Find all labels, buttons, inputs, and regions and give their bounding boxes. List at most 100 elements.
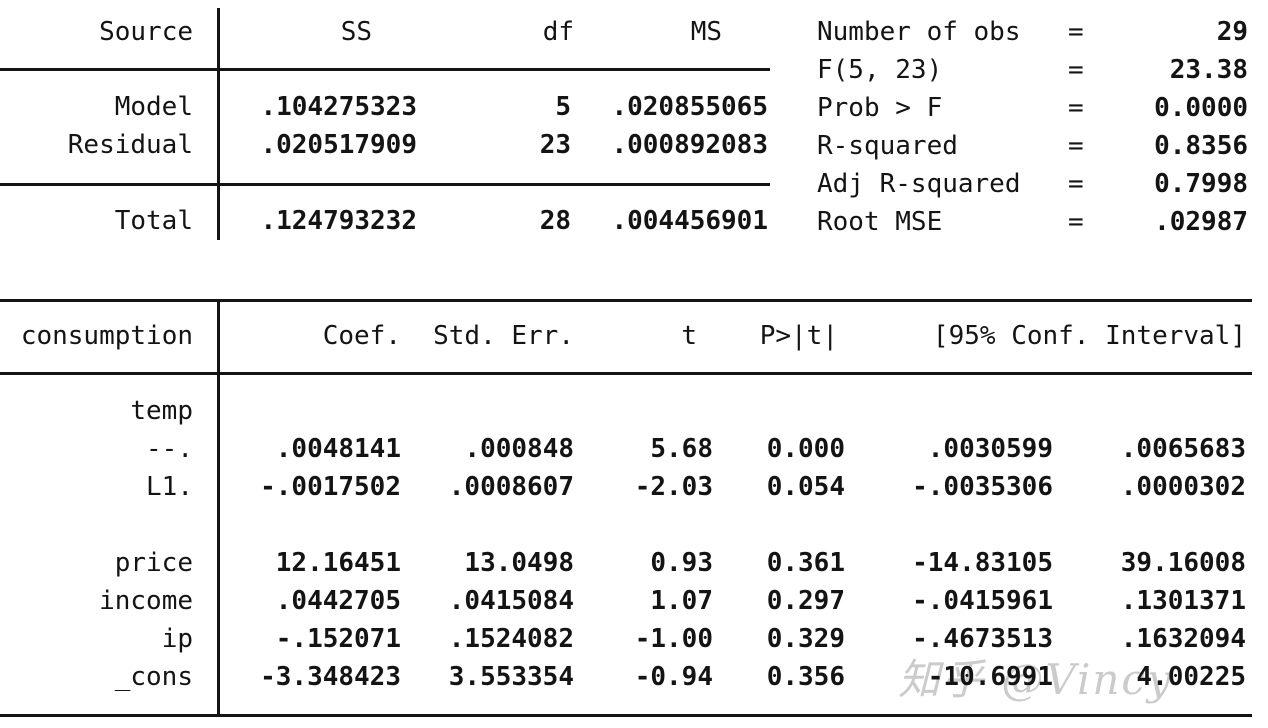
stderr-value: .000848: [464, 434, 574, 464]
coef-row-temp-current: --. .0048141 .000848 5.68 0.000 .0030599…: [0, 430, 1268, 468]
coef-header-row: consumption Coef. Std. Err. t P>|t| [95%…: [0, 317, 1268, 355]
variable-label: --.: [146, 434, 193, 464]
anova-header-ss: SS: [340, 17, 372, 47]
ci-header: [95% Conf. Interval]: [932, 321, 1246, 351]
t-value: -0.94: [634, 662, 713, 692]
coef-row-cons: _cons -3.348423 3.553354 -0.94 0.356 -10…: [0, 658, 1268, 696]
stderr-header: Std. Err.: [433, 321, 574, 351]
ci-lower: -.4673513: [912, 624, 1053, 654]
stat-row-prob-f: Prob > F = 0.0000: [0, 89, 1268, 127]
stat-label: Prob > F: [817, 93, 943, 123]
coef-header: Coef.: [322, 321, 401, 351]
variable-label: L1.: [146, 472, 193, 502]
p-value: 0.000: [766, 434, 845, 464]
t-value: -1.00: [634, 624, 713, 654]
t-value: 0.93: [650, 548, 713, 578]
anova-header-source: Source: [99, 17, 193, 47]
zhihu-watermark: 知乎 @Vincy: [898, 655, 1173, 704]
dependent-variable: consumption: [20, 321, 193, 351]
anova-header-ms: MS: [690, 17, 722, 47]
ci-upper: .1632094: [1120, 624, 1246, 654]
row-label: Total: [114, 206, 193, 236]
stat-row-root-mse: Root MSE = .02987: [0, 203, 1268, 241]
variable-label: _cons: [114, 662, 193, 692]
residual-ss: .020517909: [260, 130, 417, 160]
stat-value: 0.7998: [1154, 169, 1248, 199]
ci-upper: .0065683: [1120, 434, 1246, 464]
p-value: 0.329: [766, 624, 845, 654]
coef-value: -.152071: [275, 624, 401, 654]
coef-row-price: price 12.16451 13.0498 0.93 0.361 -14.83…: [0, 544, 1268, 582]
stat-value: 0.0000: [1154, 93, 1248, 123]
p-value: 0.297: [766, 586, 845, 616]
ci-upper: 39.16008: [1120, 548, 1246, 578]
total-ss: .124793232: [260, 206, 417, 236]
stat-row-f: F(5, 23) = 23.38: [0, 51, 1268, 89]
ci-lower: .0030599: [927, 434, 1053, 464]
variable-label: ip: [161, 624, 193, 654]
p-value: 0.361: [766, 548, 845, 578]
variable-label: income: [99, 586, 193, 616]
model-ms: .020855065: [611, 92, 768, 122]
ci-upper: 4.00225: [1136, 662, 1246, 692]
stderr-value: .0415084: [448, 586, 574, 616]
t-value: 5.68: [650, 434, 713, 464]
ci-lower: -14.83105: [912, 548, 1053, 578]
coef-row-temp-lag1: L1. -.0017502 .0008607 -2.03 0.054 -.003…: [0, 468, 1268, 506]
stat-row-rsquared: R-squared = 0.8356: [0, 127, 1268, 165]
residual-ms: .000892083: [611, 130, 768, 160]
t-header: t: [681, 321, 697, 351]
t-value: -2.03: [634, 472, 713, 502]
stderr-value: .0008607: [448, 472, 574, 502]
stderr-value: 13.0498: [464, 548, 574, 578]
stat-label: R-squared: [817, 131, 958, 161]
equals-sign: =: [1068, 93, 1084, 123]
coef-row-income: income .0442705 .0415084 1.07 0.297 -.04…: [0, 582, 1268, 620]
ci-lower: -.0035306: [912, 472, 1053, 502]
stat-value: 0.8356: [1154, 131, 1248, 161]
stderr-value: 3.553354: [448, 662, 574, 692]
coef-table-bottom-border: [0, 714, 1252, 717]
table-row-residual: Residual .020517909 23 .000892083: [0, 126, 1268, 164]
equals-sign: =: [1068, 55, 1084, 85]
coef-value: .0442705: [275, 586, 401, 616]
stat-value: 23.38: [1169, 55, 1248, 85]
anova-header-df: df: [542, 17, 574, 47]
stat-row-obs: Number of obs = 29: [0, 13, 1268, 51]
stat-label: Root MSE: [817, 207, 943, 237]
equals-sign: =: [1068, 17, 1084, 47]
anova-header-divider: [0, 68, 770, 71]
stat-value: 29: [1216, 17, 1248, 47]
ci-upper: .1301371: [1120, 586, 1246, 616]
p-value: 0.356: [766, 662, 845, 692]
model-ss: .104275323: [260, 92, 417, 122]
variable-label: temp: [130, 396, 193, 426]
stat-value: .02987: [1154, 207, 1248, 237]
pvalue-header: P>|t|: [759, 321, 838, 351]
stat-label: Adj R-squared: [817, 169, 1021, 199]
coef-row-ip: ip -.152071 .1524082 -1.00 0.329 -.46735…: [0, 620, 1268, 658]
stat-row-adj-rsquared: Adj R-squared = 0.7998: [0, 165, 1268, 203]
model-df: 5: [555, 92, 571, 122]
stat-label: Number of obs: [817, 17, 1021, 47]
coef-table-top-border: [0, 299, 1252, 302]
ci-lower: -.0415961: [912, 586, 1053, 616]
coef-row-temp: temp: [0, 392, 1268, 430]
coef-header-divider: [0, 372, 1252, 375]
anova-vertical-divider: [217, 8, 220, 240]
row-label: Model: [114, 92, 193, 122]
total-df: 28: [539, 206, 571, 236]
residual-df: 23: [539, 130, 571, 160]
coef-value: -3.348423: [260, 662, 401, 692]
total-ms: .004456901: [611, 206, 768, 236]
equals-sign: =: [1068, 207, 1084, 237]
table-row-model: Model .104275323 5 .020855065: [0, 88, 1268, 126]
row-label: Residual: [67, 130, 193, 160]
anova-total-divider: [0, 183, 770, 186]
coef-value: .0048141: [275, 434, 401, 464]
t-value: 1.07: [650, 586, 713, 616]
p-value: 0.054: [766, 472, 845, 502]
table-row-total: Total .124793232 28 .004456901: [0, 202, 1268, 240]
equals-sign: =: [1068, 131, 1084, 161]
